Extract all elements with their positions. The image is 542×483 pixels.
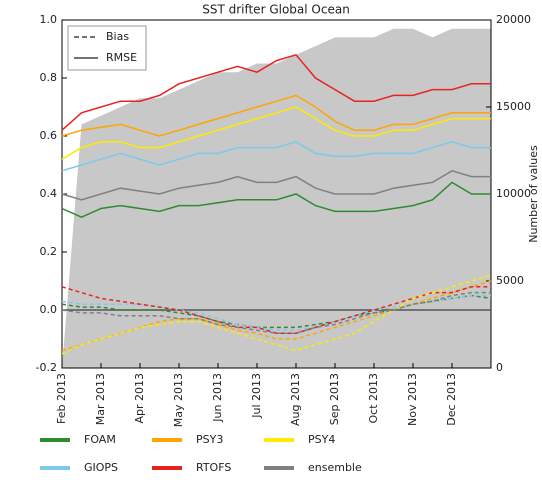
bias-line — [61, 291, 491, 334]
x-tick-label: Jun 2013 — [211, 373, 224, 423]
x-tick-label: Nov 2013 — [406, 373, 419, 426]
rmse-line — [61, 181, 491, 219]
x-tick-label: Jul 2013 — [250, 373, 263, 419]
legend-label: FOAM — [84, 433, 116, 446]
legend-label: PSY4 — [308, 433, 335, 446]
rmse-line — [61, 169, 491, 201]
x-tick-label: Aug 2013 — [289, 373, 302, 426]
legend-label: RTOFS — [196, 461, 231, 474]
style-legend-label: RMSE — [106, 51, 137, 64]
count-area — [62, 28, 491, 368]
legend-label: ensemble — [308, 461, 362, 474]
style-legend-label: Bias — [106, 30, 129, 43]
y2-tick-label: 5000 — [496, 274, 524, 287]
y2-tick-label: 15000 — [496, 100, 531, 113]
y-tick-label: 0.2 — [40, 245, 58, 258]
rmse-line — [61, 140, 491, 172]
y-tick-label: 0.4 — [40, 187, 58, 200]
x-tick-label: Apr 2013 — [133, 373, 146, 424]
y2-tick-label: 10000 — [496, 187, 531, 200]
y2-tick-label: 0 — [496, 361, 503, 374]
bias-line — [61, 274, 492, 355]
bias-line — [61, 294, 492, 329]
bias-line — [61, 294, 491, 332]
chart-title: SST drifter Global Ocean — [202, 3, 350, 17]
y-tick-label: 0.8 — [40, 71, 58, 84]
x-tick-label: Feb 2013 — [55, 373, 68, 424]
rmse-line — [61, 53, 491, 131]
style-legend-box — [67, 25, 147, 71]
rmse-line — [61, 94, 491, 137]
y-tick-label: 0.6 — [40, 129, 58, 142]
y2-tick-label: 20000 — [496, 13, 531, 26]
y-tick-label: -0.2 — [36, 361, 57, 374]
legend-label: PSY3 — [196, 433, 223, 446]
x-tick-label: May 2013 — [172, 373, 185, 427]
bias-line — [61, 286, 491, 334]
y-tick-label: 1.0 — [40, 13, 58, 26]
x-tick-label: Dec 2013 — [445, 373, 458, 426]
x-tick-label: Oct 2013 — [367, 373, 380, 424]
x-tick-label: Sep 2013 — [328, 373, 341, 425]
rmse-line — [61, 106, 491, 160]
legend-label: GIOPS — [84, 461, 118, 474]
x-tick-label: Mar 2013 — [94, 373, 107, 425]
y-tick-label: 0.0 — [40, 303, 58, 316]
y2-axis-label: Number of values — [527, 145, 540, 243]
